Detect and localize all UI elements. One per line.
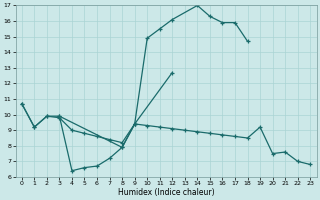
X-axis label: Humidex (Indice chaleur): Humidex (Indice chaleur)	[118, 188, 214, 197]
